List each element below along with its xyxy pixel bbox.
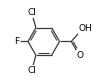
Text: O: O: [77, 51, 84, 60]
Text: F: F: [14, 37, 19, 46]
Text: OH: OH: [78, 24, 92, 33]
Text: Cl: Cl: [28, 66, 37, 75]
Text: Cl: Cl: [28, 8, 37, 17]
